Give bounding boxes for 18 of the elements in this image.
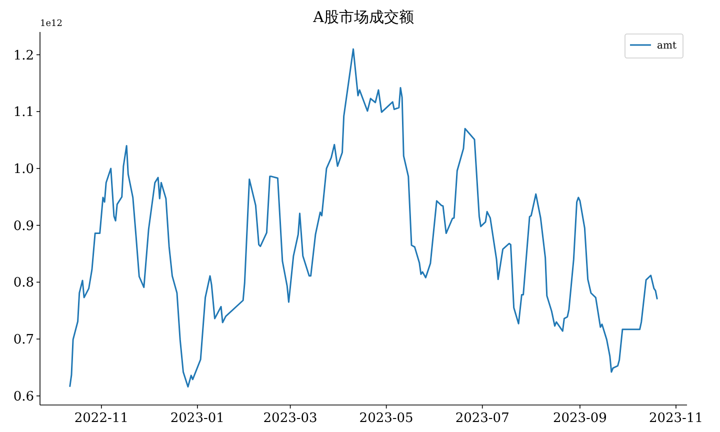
y-tick-label: 0.6 <box>13 389 34 404</box>
chart-title: A股市场成交额 <box>312 8 414 26</box>
y-tick-label: 1.0 <box>13 162 34 178</box>
x-tick-label: 2023-07 <box>455 411 510 426</box>
legend-label: amt <box>657 40 676 52</box>
x-tick-label: 2023-01 <box>170 411 224 426</box>
x-tick-label: 2022-11 <box>74 411 128 426</box>
y-tick-label: 0.8 <box>13 276 34 291</box>
x-tick-label: 2023-03 <box>263 411 318 426</box>
x-tick-label: 2023-05 <box>359 411 414 426</box>
text: 1e12 <box>40 19 63 29</box>
x-tick-label: 2023-11 <box>648 411 703 426</box>
x-tick-label: 2023-09 <box>552 411 607 426</box>
y-tick-label: 1.2 <box>13 48 34 64</box>
line-series <box>69 48 658 388</box>
y-tick-label: 1.1 <box>13 105 34 120</box>
y-tick-label: 0.7 <box>13 332 34 348</box>
y-tick-label: 0.9 <box>13 218 34 234</box>
